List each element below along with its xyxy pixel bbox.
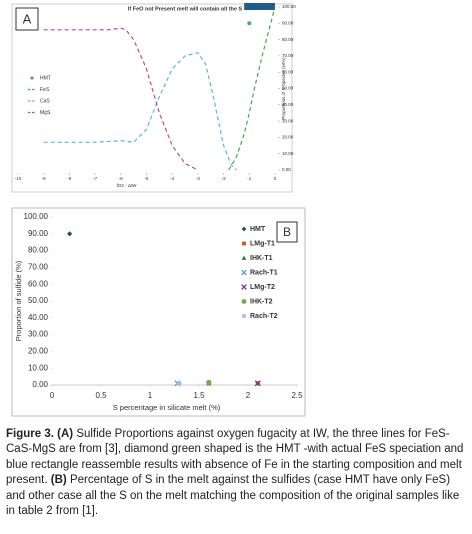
x-tick-label: 1.5 — [193, 391, 205, 400]
data-point — [254, 380, 261, 387]
x-tick-label: -4 — [170, 176, 174, 181]
legend-label: HMT — [40, 75, 51, 81]
caption-tag: (B) — [50, 474, 67, 487]
x-tick-label: -1 — [247, 176, 251, 181]
data-point — [206, 379, 212, 386]
panel-label: B — [283, 225, 291, 239]
legend-label: LMg-T2 — [250, 284, 275, 291]
panel-a-frame — [11, 3, 293, 193]
y-tick-label: 90.00 — [28, 229, 49, 238]
series-line — [43, 27, 199, 171]
caption-tag: (A) — [57, 428, 74, 440]
x-tick-label: -5 — [144, 176, 148, 181]
y-tick-label: 70.00 — [28, 263, 49, 272]
y-tick-label: 80.00 — [282, 37, 294, 42]
y-tick-label: 100.00 — [24, 212, 49, 221]
y-tick-label: 10.00 — [282, 151, 294, 156]
data-point — [247, 21, 252, 26]
y-tick-label: 40.00 — [28, 313, 49, 322]
legend-label: IHK-T1 — [250, 255, 273, 262]
y-tick-label: 60.00 — [282, 69, 294, 74]
highlight-box — [244, 3, 275, 10]
caption-text: Sulfide Proportions against oxygen fugac… — [6, 428, 464, 487]
x-tick-label: 1 — [148, 391, 153, 400]
y-tick-label: 0.00 — [282, 167, 291, 172]
legend-label: Rach-T1 — [250, 269, 278, 276]
legend-marker — [241, 284, 247, 290]
legend-marker — [241, 255, 247, 260]
y-axis-title: Proportions of S Species (wt%) — [281, 57, 286, 120]
legend-label: LMg-T1 — [250, 240, 275, 247]
x-tick-label: -10 — [15, 176, 22, 181]
y-tick-label: 40.00 — [282, 102, 294, 107]
x-tick-label: 0 — [274, 176, 277, 181]
legend-label: MgS — [40, 110, 51, 116]
legend-label: FeS — [40, 87, 50, 93]
y-axis-title: Proportion of sulfide (%) — [14, 260, 23, 341]
legend-marker — [241, 226, 247, 232]
y-tick-label: 20.00 — [28, 347, 49, 356]
annotation: If FeO not Present melt will contain all… — [128, 6, 243, 12]
legend-label: CaS — [40, 98, 50, 104]
y-tick-label: 100.00 — [282, 4, 296, 9]
y-tick-label: 70.00 — [282, 53, 294, 58]
series-line — [228, 6, 276, 171]
caption-text: Percentage of S in the melt against the … — [6, 474, 460, 518]
series-line — [43, 51, 237, 171]
y-tick-label: 90.00 — [282, 20, 294, 25]
legend-label: HMT — [250, 226, 266, 233]
x-tick-label: 2.5 — [291, 391, 303, 400]
x-tick-label: -8 — [67, 176, 71, 181]
y-tick-label: 60.00 — [28, 279, 49, 288]
legend-marker — [242, 241, 246, 246]
y-tick-label: 10.00 — [28, 363, 49, 372]
legend-marker — [241, 313, 247, 319]
caption-label: Figure 3. — [6, 428, 54, 440]
y-tick-label: 20.00 — [282, 135, 294, 140]
x-axis-title: S percentage in silicate melt (%) — [113, 403, 221, 412]
y-tick-label: 0.00 — [32, 380, 48, 389]
x-tick-label: -6 — [119, 176, 123, 181]
x-tick-label: -2 — [222, 176, 226, 181]
x-tick-label: -9 — [42, 176, 46, 181]
x-tick-label: -7 — [93, 176, 97, 181]
legend-label: IHK-T2 — [250, 298, 273, 305]
x-axis-title: fO2 - ΔIW — [117, 183, 138, 188]
caption: Figure 3. (A) Sulfide Proportions agains… — [6, 427, 468, 519]
panel-label: A — [23, 11, 32, 26]
y-tick-label: 30.00 — [282, 118, 294, 123]
x-tick-label: 2 — [246, 391, 251, 400]
legend-marker — [241, 269, 247, 276]
y-tick-label: 30.00 — [28, 330, 49, 339]
panel-label-box — [15, 7, 39, 31]
panel-label-box — [276, 221, 298, 243]
y-tick-label: 80.00 — [28, 246, 49, 255]
y-tick-label: 50.00 — [282, 86, 294, 91]
data-point — [67, 231, 73, 237]
legend-label: Rach-T2 — [250, 313, 278, 320]
legend-marker — [30, 76, 34, 80]
legend-marker — [241, 299, 247, 304]
data-point — [176, 380, 182, 386]
x-tick-label: 0 — [50, 391, 55, 400]
x-tick-label: 0.5 — [95, 391, 107, 400]
y-tick-label: 50.00 — [28, 296, 49, 305]
x-tick-label: -3 — [196, 176, 200, 181]
figure: A If FeO not Present melt will contain al… — [11, 3, 306, 417]
